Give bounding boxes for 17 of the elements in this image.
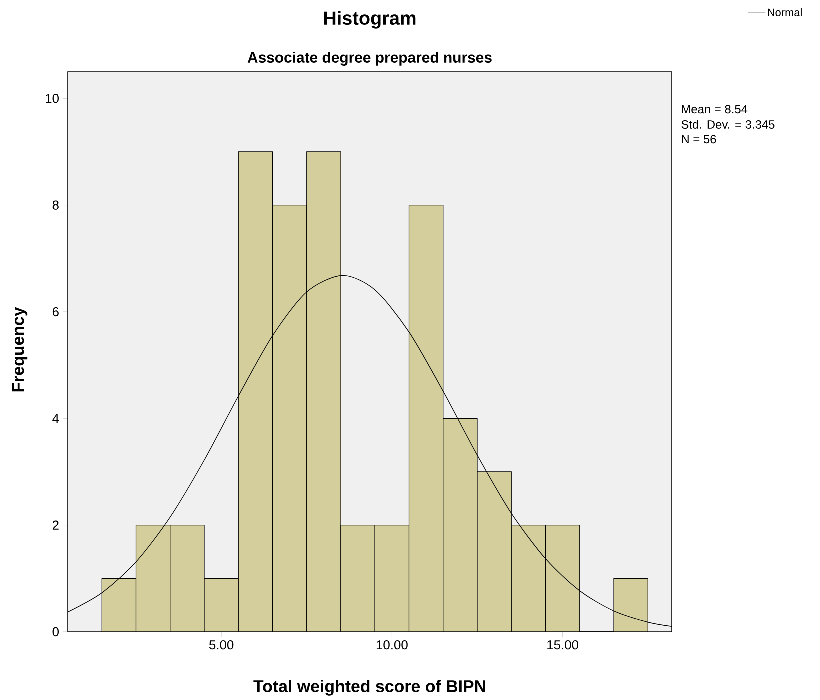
y-tick-label: 10 bbox=[46, 94, 59, 104]
x-tick-label: 10.00 bbox=[376, 640, 408, 650]
y-tick-label: 8 bbox=[52, 200, 59, 210]
x-axis-title: Total weighted score of BIPN bbox=[254, 680, 486, 696]
y-tick-label: 2 bbox=[52, 520, 59, 530]
y-tick-label: 6 bbox=[52, 307, 59, 317]
legend-label: Normal bbox=[768, 8, 802, 17]
y-tick-label: 4 bbox=[52, 414, 60, 424]
chart-title: Histogram bbox=[324, 11, 416, 29]
text: Mean = 8.54 bbox=[682, 105, 748, 114]
x-tick-label: 15.00 bbox=[548, 640, 579, 650]
y-axis-title: Frequency bbox=[12, 307, 28, 392]
y-tick-label: 0 bbox=[52, 627, 59, 637]
text: N = 56 bbox=[682, 135, 716, 144]
chart-subtitle: Associate degree prepared nurses bbox=[248, 52, 492, 66]
text: Std. Dev. = 3.345 bbox=[682, 120, 775, 129]
x-tick-label: 5.00 bbox=[209, 640, 234, 650]
